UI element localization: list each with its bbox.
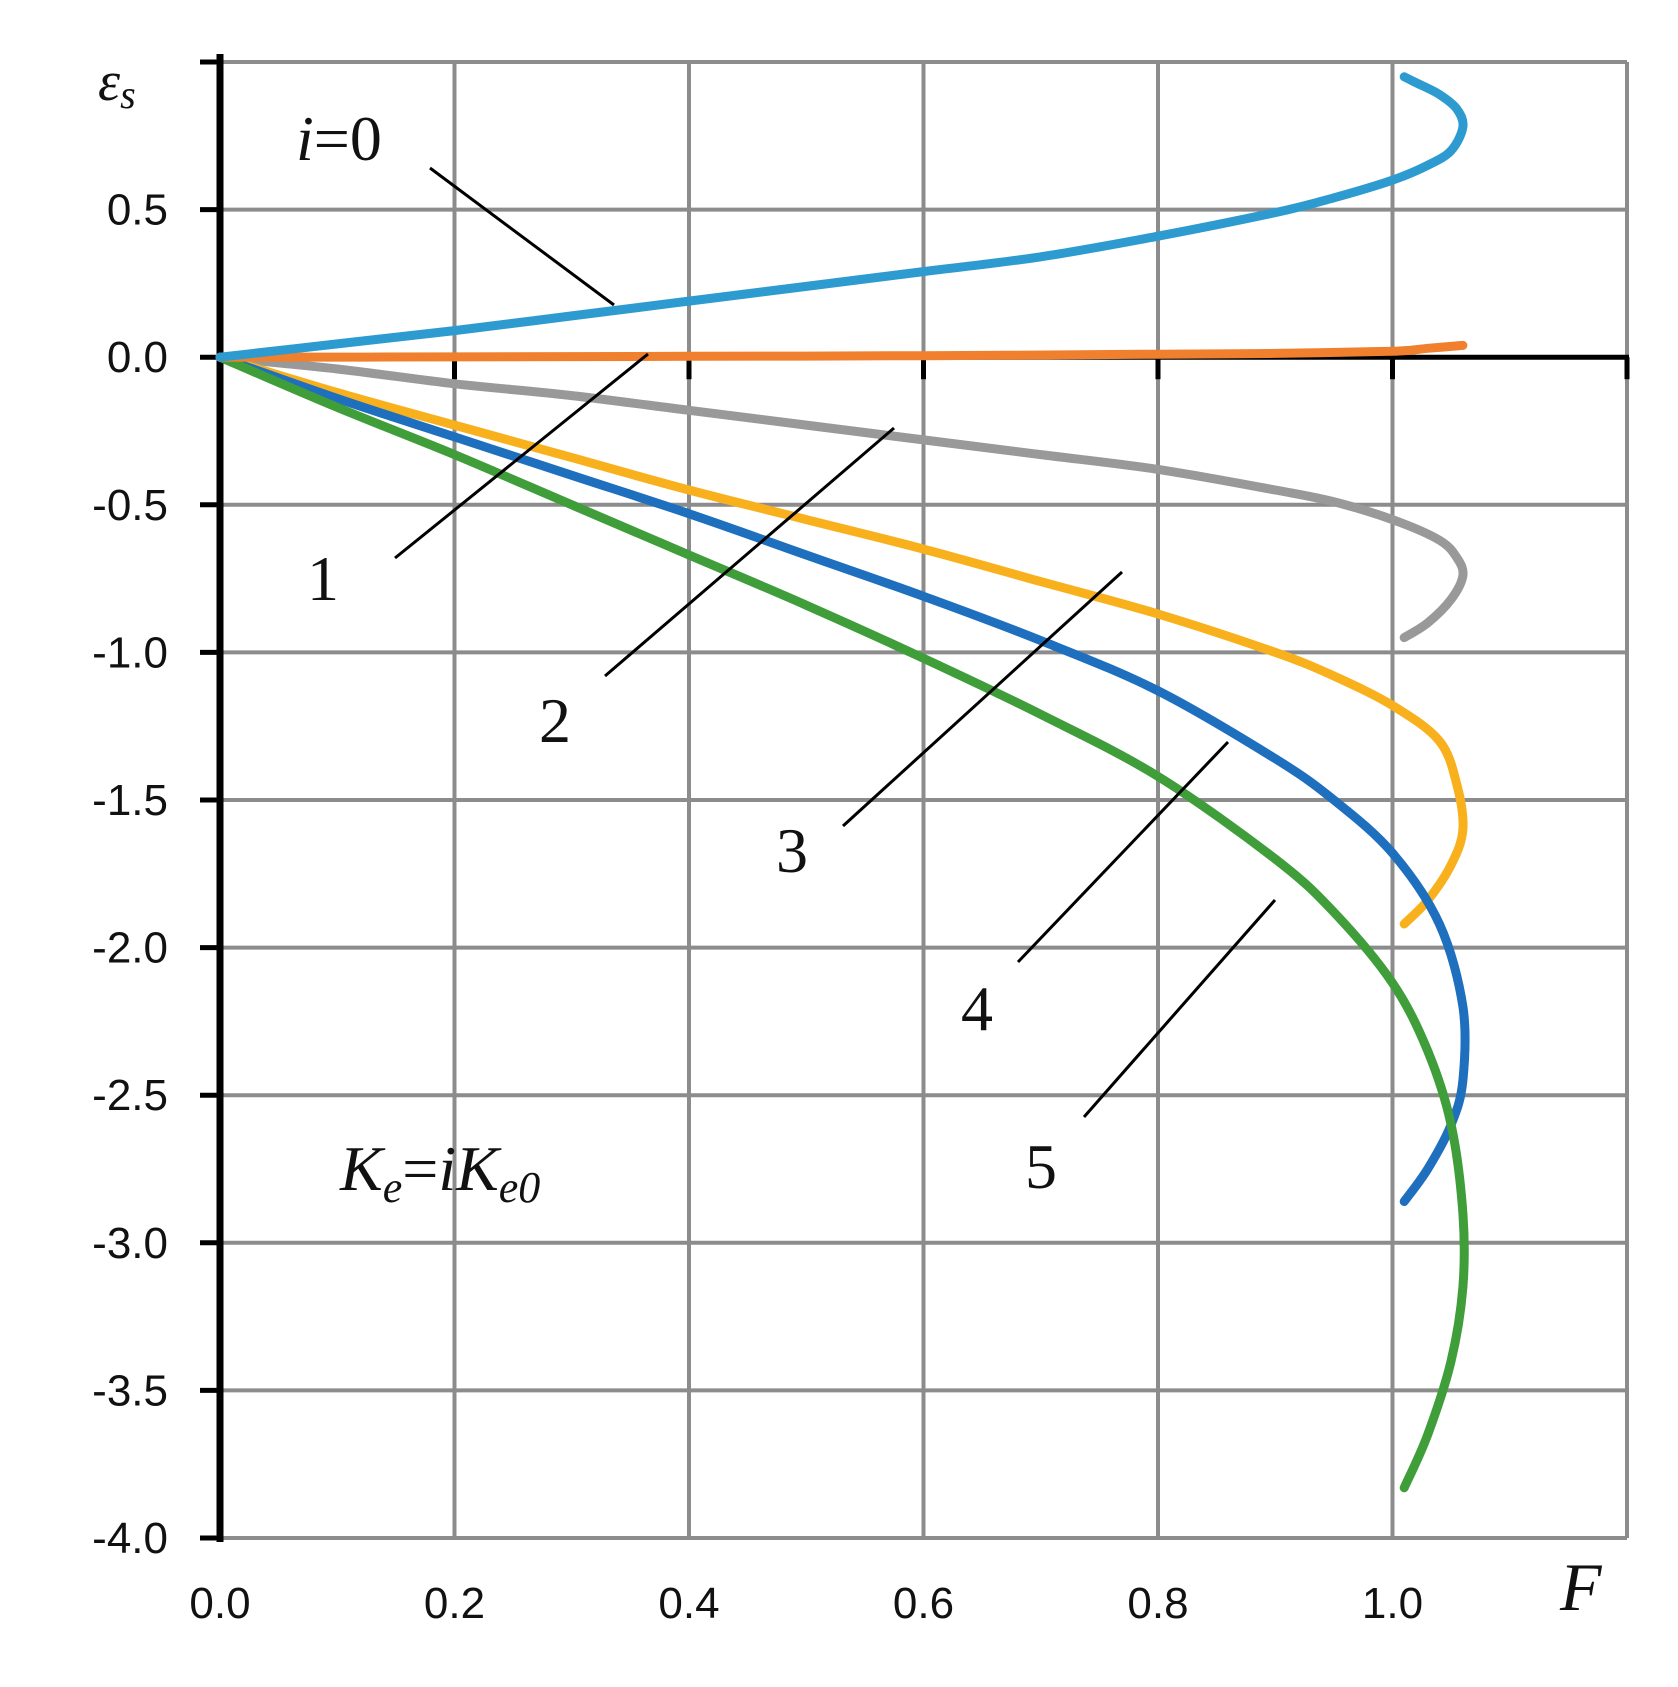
x-axis-title: F — [1559, 1549, 1603, 1625]
leader-line — [1016, 740, 1230, 964]
y-tick-label: -3.0 — [92, 1219, 168, 1268]
y-tick-label: -1.5 — [92, 776, 168, 825]
series-line-1 — [215, 340, 1468, 362]
leader-line — [841, 570, 1124, 828]
curve-label-5: 5 — [1025, 1131, 1057, 1202]
y-tick-label: -2.5 — [92, 1071, 168, 1120]
curve-label-4: 4 — [961, 973, 993, 1044]
series-line-i0 — [215, 72, 1468, 362]
curve-label-1: 1 — [307, 543, 339, 614]
grid — [220, 60, 1629, 1540]
x-tick-label: 0.8 — [1127, 1579, 1188, 1628]
x-tick-label: 0.4 — [658, 1579, 719, 1628]
series-layer — [215, 72, 1470, 1493]
y-tick-label: -2.0 — [92, 924, 168, 973]
series-line-5 — [215, 352, 1469, 1493]
x-tick-label: 0.0 — [189, 1579, 250, 1628]
curve-labels: i=0 1 2 3 4 5 — [296, 103, 1057, 1202]
leader-line — [1082, 899, 1277, 1118]
curve-label-3: 3 — [776, 815, 808, 886]
series-line-2 — [215, 352, 1468, 643]
x-tick-label: 0.6 — [893, 1579, 954, 1628]
leader-line — [394, 352, 649, 560]
leader-line — [604, 426, 895, 678]
x-tick-label: 0.2 — [424, 1579, 485, 1628]
y-tick-label: 0.0 — [107, 333, 168, 382]
series-line-4 — [215, 352, 1470, 1206]
tick-labels: 0.0 0.2 0.4 0.6 0.8 1.0 0.5 0.0 -0.5 -1.0 -1.5 -2.0… — [92, 186, 1423, 1628]
series-line-3 — [215, 352, 1468, 929]
y-tick-label: -0.5 — [92, 481, 168, 530]
y-tick-label: -4.0 — [92, 1514, 168, 1563]
y-tick-label: 0.5 — [107, 186, 168, 235]
leader-line — [429, 166, 615, 307]
y-tick-label: -1.0 — [92, 628, 168, 677]
formula-annotation: Ke=iKe0 — [339, 1133, 540, 1212]
x-tick-label: 1.0 — [1362, 1579, 1423, 1628]
curve-label-2: 2 — [539, 685, 571, 756]
leader-lines — [394, 166, 1277, 1118]
y-axis-title: εs — [98, 51, 136, 117]
y-tick-label: -3.5 — [92, 1366, 168, 1415]
curve-label-i0: i=0 — [296, 103, 382, 174]
